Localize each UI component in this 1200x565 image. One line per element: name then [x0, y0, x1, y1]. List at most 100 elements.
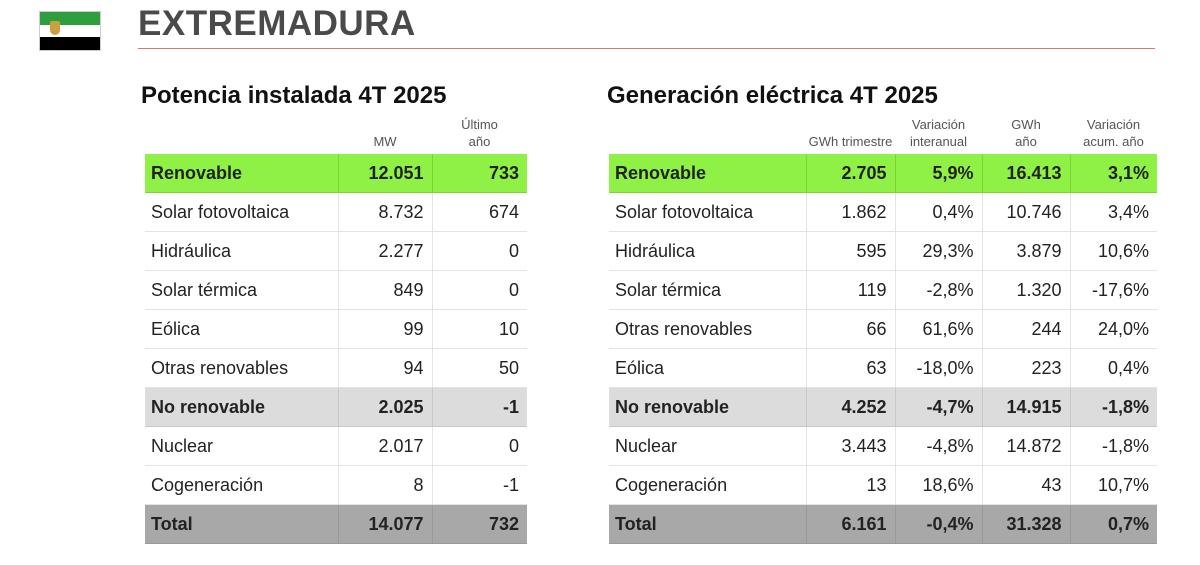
- table-row: Total 6.161 -0,4% 31.328 0,7%: [609, 504, 1157, 544]
- row-label: Renovable: [609, 154, 807, 193]
- cell-value: 43: [982, 465, 1071, 505]
- cell-value: -4,7%: [895, 387, 983, 427]
- cell-value: 223: [982, 348, 1071, 388]
- cell-value: 31.328: [982, 504, 1071, 544]
- row-label: Nuclear: [145, 426, 339, 466]
- cell-value: 24,0%: [1070, 309, 1157, 349]
- generacion-title: Generación eléctrica 4T 2025: [607, 82, 938, 109]
- cell-value: 1.320: [982, 270, 1071, 310]
- table-row: Total 14.077 732: [145, 504, 527, 544]
- cell-value: 16.413: [982, 154, 1071, 193]
- column-header: Último año: [461, 117, 498, 149]
- column-header: GWh año: [1011, 117, 1041, 149]
- row-label: Cogeneración: [145, 465, 339, 505]
- generacion-table: GWh trimestre Variación interanual GWh a…: [609, 116, 1157, 544]
- table-row: Eólica 99 10: [145, 309, 527, 349]
- cell-value: 6.161: [806, 504, 896, 544]
- cell-value: 4.252: [806, 387, 896, 427]
- cell-value: 0: [432, 426, 527, 466]
- extremadura-flag: [39, 11, 101, 51]
- table-row: Otras renovables 94 50: [145, 348, 527, 388]
- table-row: Hidráulica 2.277 0: [145, 231, 527, 271]
- table-row: No renovable 2.025 -1: [145, 387, 527, 427]
- cell-value: 10,6%: [1070, 231, 1157, 271]
- column-header: GWh trimestre: [808, 134, 893, 149]
- row-label: Eólica: [145, 309, 339, 349]
- cell-value: 0,4%: [895, 192, 983, 232]
- cell-value: 3,1%: [1070, 154, 1157, 193]
- row-label: Solar térmica: [609, 270, 807, 310]
- cell-value: 3.879: [982, 231, 1071, 271]
- cell-value: -17,6%: [1070, 270, 1157, 310]
- cell-value: -1: [432, 387, 527, 427]
- row-label: Otras renovables: [145, 348, 339, 388]
- cell-value: 10,7%: [1070, 465, 1157, 505]
- cell-value: 119: [806, 270, 896, 310]
- cell-value: 3,4%: [1070, 192, 1157, 232]
- cell-value: -0,4%: [895, 504, 983, 544]
- cell-value: 595: [806, 231, 896, 271]
- row-label: Hidráulica: [145, 231, 339, 271]
- cell-value: 0: [432, 270, 527, 310]
- row-label: Nuclear: [609, 426, 807, 466]
- table-row: Eólica 63 -18,0% 223 0,4%: [609, 348, 1157, 388]
- title-divider: [138, 48, 1155, 49]
- cell-value: 1.862: [806, 192, 896, 232]
- column-header: Variación interanual: [909, 117, 968, 149]
- row-label: Cogeneración: [609, 465, 807, 505]
- cell-value: 2.017: [338, 426, 433, 466]
- cell-value: 733: [432, 154, 527, 193]
- row-label: Eólica: [609, 348, 807, 388]
- cell-value: 3.443: [806, 426, 896, 466]
- cell-value: 8.732: [338, 192, 433, 232]
- table-row: Solar térmica 849 0: [145, 270, 527, 310]
- cell-value: 29,3%: [895, 231, 983, 271]
- cell-value: 10.746: [982, 192, 1071, 232]
- cell-value: 0: [432, 231, 527, 271]
- table-row: Nuclear 3.443 -4,8% 14.872 -1,8%: [609, 426, 1157, 466]
- row-label: Solar térmica: [145, 270, 339, 310]
- cell-value: 61,6%: [895, 309, 983, 349]
- table-row: Nuclear 2.017 0: [145, 426, 527, 466]
- table-row: No renovable 4.252 -4,7% 14.915 -1,8%: [609, 387, 1157, 427]
- cell-value: -4,8%: [895, 426, 983, 466]
- page-title: EXTREMADURA: [138, 4, 416, 43]
- row-label: No renovable: [145, 387, 339, 427]
- row-label: Solar fotovoltaica: [609, 192, 807, 232]
- cell-value: -2,8%: [895, 270, 983, 310]
- table-row: Solar fotovoltaica 8.732 674: [145, 192, 527, 232]
- row-label: Renovable: [145, 154, 339, 193]
- cell-value: 12.051: [338, 154, 433, 193]
- row-label: Total: [609, 504, 807, 544]
- table-row: Cogeneración 8 -1: [145, 465, 527, 505]
- cell-value: 63: [806, 348, 896, 388]
- cell-value: 0,4%: [1070, 348, 1157, 388]
- potencia-table: MW Último año Renovable 12.051 733 Solar fo…: [145, 116, 527, 544]
- column-header: MW: [373, 134, 397, 149]
- cell-value: 18,6%: [895, 465, 983, 505]
- potencia-title: Potencia instalada 4T 2025: [141, 82, 447, 109]
- table-row: Renovable 2.705 5,9% 16.413 3,1%: [609, 154, 1157, 193]
- table-row: Hidráulica 595 29,3% 3.879 10,6%: [609, 231, 1157, 271]
- column-header: Variación acum. año: [1083, 117, 1144, 149]
- cell-value: 674: [432, 192, 527, 232]
- cell-value: 849: [338, 270, 433, 310]
- cell-value: 10: [432, 309, 527, 349]
- cell-value: 732: [432, 504, 527, 544]
- coat-of-arms-icon: [50, 21, 60, 35]
- cell-value: 0,7%: [1070, 504, 1157, 544]
- cell-value: -1,8%: [1070, 387, 1157, 427]
- row-label: Hidráulica: [609, 231, 807, 271]
- cell-value: 2.705: [806, 154, 896, 193]
- cell-value: 2.025: [338, 387, 433, 427]
- cell-value: 244: [982, 309, 1071, 349]
- row-label: Total: [145, 504, 339, 544]
- table-row: Renovable 12.051 733: [145, 154, 527, 193]
- cell-value: 8: [338, 465, 433, 505]
- table-row: Otras renovables 66 61,6% 244 24,0%: [609, 309, 1157, 349]
- cell-value: 66: [806, 309, 896, 349]
- cell-value: -1: [432, 465, 527, 505]
- cell-value: 14.077: [338, 504, 433, 544]
- row-label: No renovable: [609, 387, 807, 427]
- cell-value: -1,8%: [1070, 426, 1157, 466]
